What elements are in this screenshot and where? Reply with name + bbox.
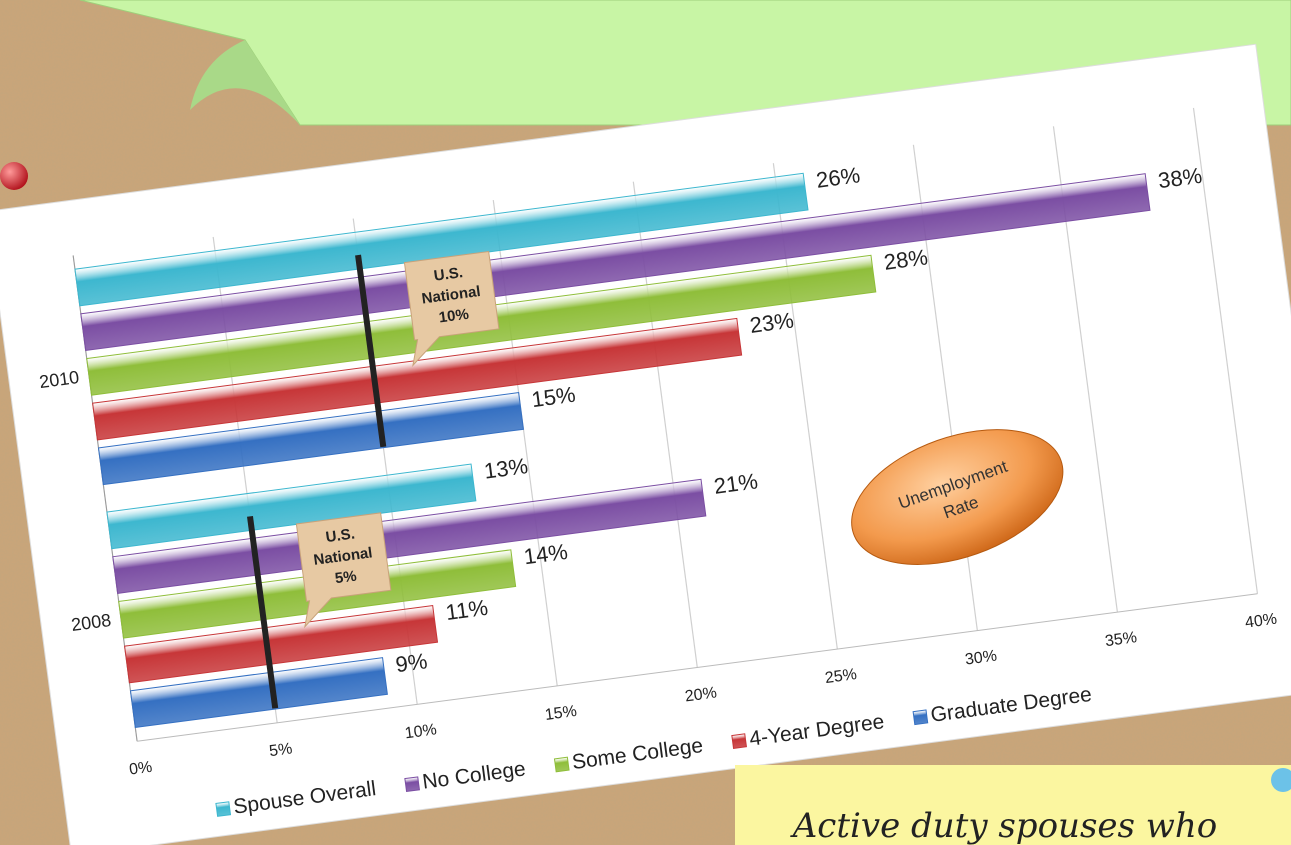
note-text: Active duty spouses who (790, 806, 1218, 845)
legend-swatch (405, 777, 420, 792)
pin (0, 162, 28, 190)
legend-swatch (216, 802, 231, 817)
x-tick-label: 5% (268, 740, 293, 760)
value-label: 9% (394, 648, 429, 677)
legend-swatch (554, 757, 569, 772)
legend-swatch (913, 710, 928, 725)
page: 0%5%10%15%20%25%30%35%40%201026%38%28%23… (0, 0, 1291, 845)
x-tick-label: 0% (128, 759, 153, 779)
callout-text: 5% (334, 568, 358, 588)
scene: 0%5%10%15%20%25%30%35%40%201026%38%28%23… (0, 0, 1291, 845)
legend-swatch (732, 734, 747, 749)
